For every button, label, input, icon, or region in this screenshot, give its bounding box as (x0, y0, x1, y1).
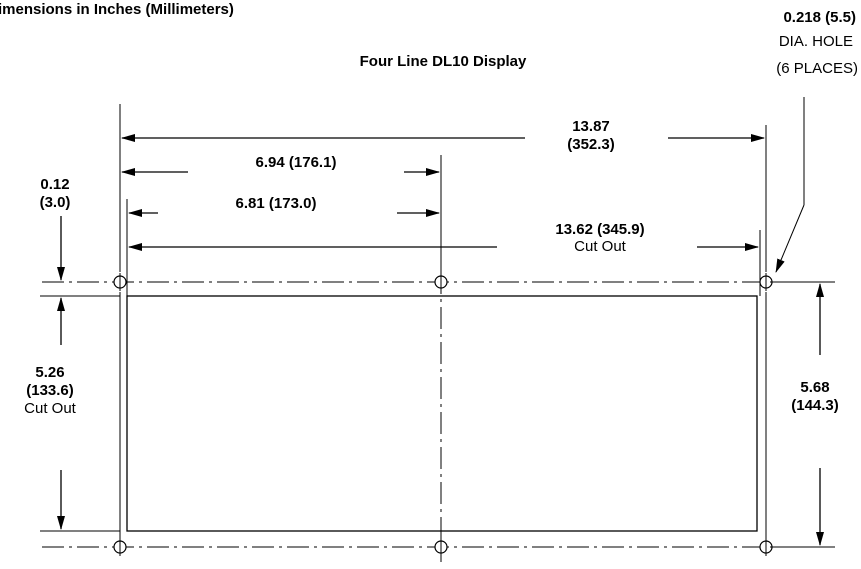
units-note: imensions in Inches (Millimeters) (0, 1, 234, 18)
overall-width-mm: (352.3) (567, 136, 615, 153)
cutout-rectangle (126, 295, 758, 532)
mounting-hole (434, 538, 448, 556)
mounting-hole (113, 273, 127, 291)
mounting-hole (759, 273, 773, 291)
cutout-height-inches: 5.26 (35, 364, 64, 381)
hole-leader-arrow (775, 204, 805, 273)
drawing-title: Four Line DL10 Display (360, 53, 527, 70)
cutout-height-mm: (133.6) (26, 382, 74, 399)
mounting-hole (434, 273, 448, 291)
mounting-hole (113, 538, 127, 556)
half-cutout-label: 6.81 (173.0) (236, 195, 317, 212)
half-width-label: 6.94 (176.1) (256, 154, 337, 171)
overall-height-mm: (144.3) (791, 397, 839, 414)
cutout-width-label: 13.62 (345.9) (555, 221, 644, 238)
top-offset-mm: (3.0) (40, 194, 71, 211)
top-offset-inches: 0.12 (40, 176, 69, 193)
cutout-width-note: Cut Out (574, 238, 627, 255)
hole-type-label: DIA. HOLE (779, 33, 853, 50)
cutout-height-note: Cut Out (24, 400, 77, 417)
mounting-hole (759, 538, 773, 556)
hole-size-label: 0.218 (5.5) (783, 9, 856, 26)
overall-height-inches: 5.68 (800, 379, 829, 396)
overall-width-inches: 13.87 (572, 118, 610, 135)
hole-count-label: (6 PLACES) (776, 60, 858, 77)
